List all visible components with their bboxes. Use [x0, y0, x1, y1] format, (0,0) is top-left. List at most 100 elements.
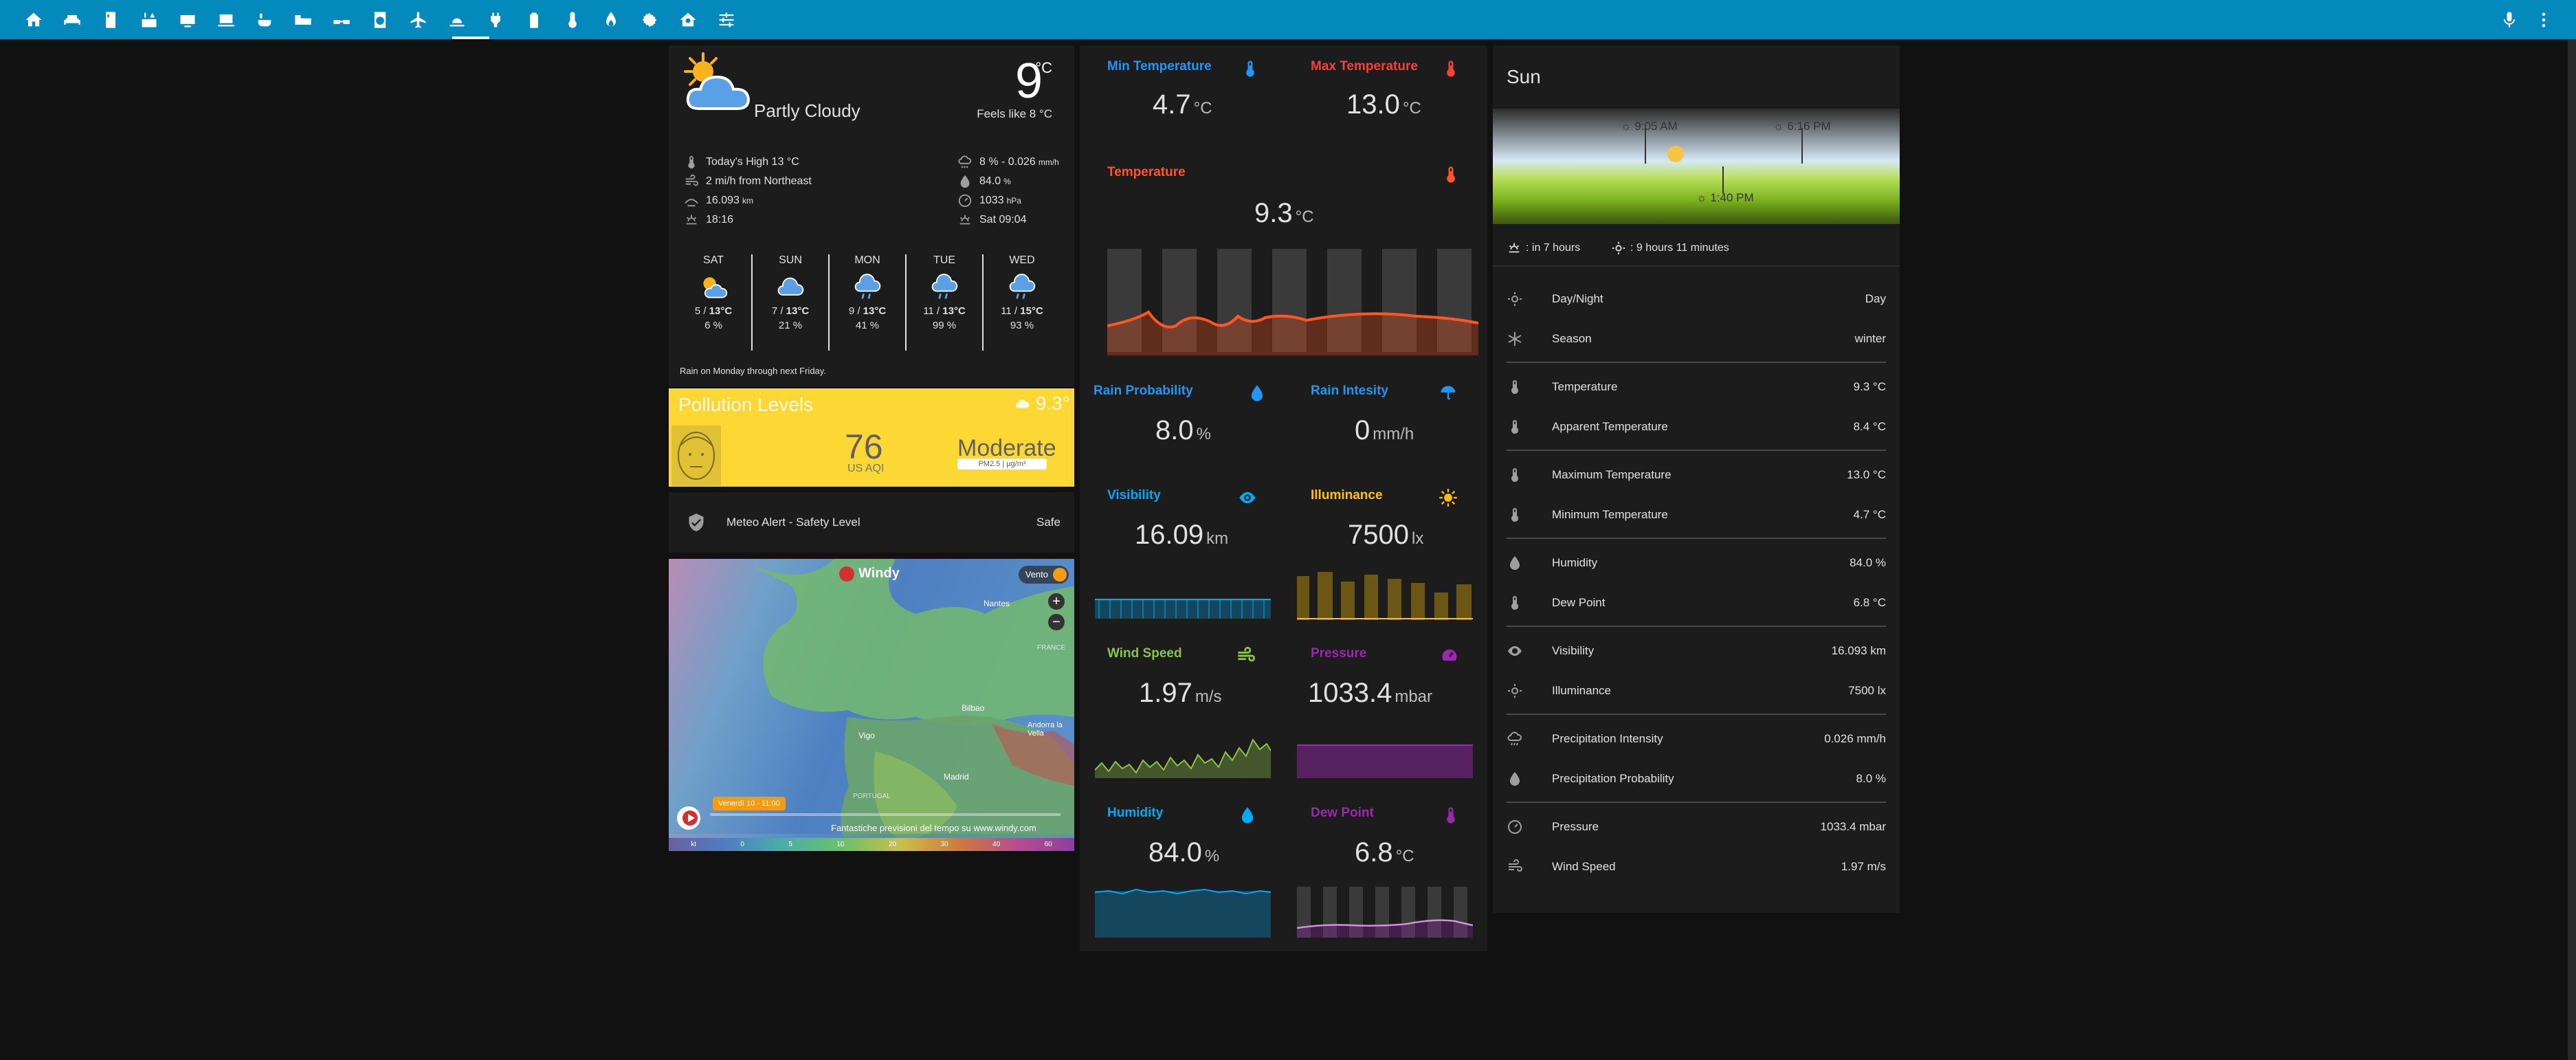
- sensor-row[interactable]: Dew Point 6.8 °C: [1493, 583, 1900, 623]
- temperature-value: 9.3 °C: [1254, 198, 1314, 229]
- forecast-low: 7: [771, 305, 778, 317]
- aqi-level: Moderate: [957, 435, 1056, 461]
- sensor-value: 8.4 °C: [1853, 420, 1886, 433]
- wind-speed-card[interactable]: Wind Speed 1.97 m/s: [1080, 634, 1283, 785]
- microphone-icon[interactable]: [2498, 8, 2521, 32]
- more-vert-icon[interactable]: [2532, 8, 2555, 32]
- sensor-label: Season: [1552, 332, 1592, 345]
- min-temp-title: Min Temperature: [1107, 59, 1212, 74]
- thermometer-icon: [1511, 468, 1518, 482]
- rain-cloud-icon: [1507, 731, 1522, 746]
- meteo-alert-card[interactable]: Meteo Alert - Safety Level Safe: [669, 492, 1074, 553]
- weather-sunset-icon[interactable]: [445, 8, 469, 32]
- current-temp: 9: [1015, 56, 1043, 106]
- gear-icon[interactable]: [638, 8, 661, 32]
- detail-text: 18:16: [706, 214, 734, 225]
- glasses-icon[interactable]: [330, 8, 353, 32]
- sensor-row[interactable]: Day/Night Day: [1493, 279, 1900, 319]
- rainy-icon: [854, 274, 881, 299]
- min-temp-card[interactable]: Min Temperature 4.7 °C: [1080, 45, 1283, 142]
- rain-intensity-unit: mm/h: [1373, 425, 1414, 443]
- dew-point-card[interactable]: Dew Point 6.8 °C: [1283, 793, 1487, 945]
- battery-icon[interactable]: [522, 8, 546, 32]
- water-percent-icon: [1510, 556, 1520, 570]
- sensor-value: Day: [1865, 292, 1886, 305]
- illuminance-card[interactable]: Illuminance 7500 lx: [1283, 476, 1487, 627]
- section-divider: [1507, 714, 1886, 715]
- windy-footer[interactable]: Fantastiche previsioni del tempo su www.…: [831, 823, 1036, 833]
- sensor-value: 1.97 m/s: [1841, 860, 1886, 873]
- sensor-row[interactable]: Humidity 84.0 %: [1493, 543, 1900, 583]
- sensor-value: 13.0 °C: [1847, 468, 1886, 481]
- sensor-row[interactable]: Apparent Temperature 8.4 °C: [1493, 407, 1900, 447]
- laptop-icon[interactable]: [214, 8, 238, 32]
- page-scrollbar[interactable]: [2568, 39, 2576, 1060]
- home-icon[interactable]: [22, 8, 45, 32]
- fridge-icon[interactable]: [99, 8, 122, 32]
- timeline-track[interactable]: [710, 813, 1061, 816]
- weather-card[interactable]: Partly Cloudy 9 °C Feels like 8 °C Today…: [669, 45, 1074, 387]
- umbrella-icon: [1441, 386, 1456, 400]
- pollution-card[interactable]: Pollution Levels 9.3° 76 US AQI Moderate…: [669, 388, 1074, 487]
- sun-arc-graph: [1493, 109, 1900, 224]
- temperature-card[interactable]: Temperature 9.3 °C: [1080, 153, 1487, 359]
- tv-icon[interactable]: [176, 8, 199, 32]
- home-gear-icon[interactable]: [676, 8, 700, 32]
- sensor-row[interactable]: Illuminance 7500 lx: [1493, 671, 1900, 711]
- forecast-precip: 93 %: [1010, 320, 1034, 331]
- thermometer-icon: [1511, 596, 1518, 610]
- forecast-day-sun: SUN 7 / 13°C 21 %: [753, 254, 830, 351]
- plug-icon[interactable]: [484, 8, 507, 32]
- humidity-graph: [1095, 888, 1271, 938]
- visibility-card[interactable]: Visibility 16.09 km: [1080, 476, 1283, 627]
- kitchen-icon[interactable]: [137, 8, 161, 32]
- zoom-in-button[interactable]: +: [1048, 593, 1065, 610]
- windy-logo[interactable]: Windy: [839, 566, 900, 582]
- max-temp-card[interactable]: Max Temperature 13.0 °C: [1283, 45, 1487, 142]
- sun-card[interactable]: Sun ☼ 9:05 AM ☼ 6:16 PM ☼ 1:40 PM : in 7…: [1493, 45, 1900, 913]
- sensor-row[interactable]: Pressure 1033.4 mbar: [1493, 807, 1900, 847]
- sofa-icon[interactable]: [60, 8, 84, 32]
- cloudy-icon: [777, 277, 804, 296]
- rain-intensity-card[interactable]: Rain Intesity 0 mm/h: [1283, 371, 1487, 467]
- visibility-title: Visibility: [1107, 488, 1161, 503]
- sensor-row[interactable]: Precipitation Probability 8.0 %: [1493, 759, 1900, 799]
- humidity-card[interactable]: Humidity 84.0%: [1080, 793, 1283, 945]
- sensor-value: 1033.4 mbar: [1820, 820, 1886, 833]
- sensor-row[interactable]: Precipitation Intensity 0.026 mm/h: [1493, 719, 1900, 759]
- sensor-value: 4.7 °C: [1853, 508, 1886, 521]
- aqi-value: 76: [845, 428, 883, 466]
- bed-icon[interactable]: [291, 8, 315, 32]
- sunset-icon: [686, 214, 697, 225]
- dew-point-value: 6.8 °C: [1355, 837, 1414, 868]
- sensor-label: Dew Point: [1552, 596, 1606, 609]
- thermometer-icon[interactable]: [561, 8, 584, 32]
- zoom-out-button[interactable]: −: [1048, 614, 1065, 630]
- washer-icon[interactable]: [368, 8, 392, 32]
- humidity-unit: %: [1204, 847, 1220, 865]
- max-temp-unit: °C: [1402, 99, 1421, 118]
- rain-probability-card[interactable]: Rain Probability 8.0%: [1080, 371, 1283, 467]
- sensor-row[interactable]: Wind Speed 1.97 m/s: [1493, 847, 1900, 887]
- vento-label: Vento: [1025, 569, 1048, 579]
- fire-icon[interactable]: [599, 8, 623, 32]
- sensor-row[interactable]: Visibility 16.093 km: [1493, 631, 1900, 671]
- sunrise-label: ☼ 9:05 AM: [1621, 120, 1678, 133]
- pressure-card[interactable]: Pressure 1033.4 mbar: [1283, 634, 1487, 785]
- forecast-high: 15°C: [1020, 305, 1043, 317]
- tune-icon[interactable]: [715, 8, 738, 32]
- sensor-row[interactable]: Season winter: [1493, 319, 1900, 359]
- plane-icon[interactable]: [407, 8, 430, 32]
- windy-map[interactable]: Windy Vento + − Nantes Vigo Bilbao Madri…: [669, 559, 1074, 851]
- meteo-alert-value: Safe: [1036, 516, 1061, 529]
- vento-layer-button[interactable]: Vento: [1018, 566, 1069, 584]
- play-button[interactable]: [677, 806, 700, 830]
- dew-point-title: Dew Point: [1311, 806, 1374, 820]
- wind-scale-bar: kt 0 5 10 20 30 40 60: [669, 838, 1074, 851]
- sensor-label: Precipitation Probability: [1552, 772, 1674, 785]
- shower-icon[interactable]: [253, 8, 276, 32]
- sensor-row[interactable]: Minimum Temperature 4.7 °C: [1493, 495, 1900, 535]
- sensor-row[interactable]: Temperature 9.3 °C: [1493, 367, 1900, 407]
- forecast-temps: 11 / 13°C: [923, 305, 966, 317]
- sensor-row[interactable]: Maximum Temperature 13.0 °C: [1493, 455, 1900, 495]
